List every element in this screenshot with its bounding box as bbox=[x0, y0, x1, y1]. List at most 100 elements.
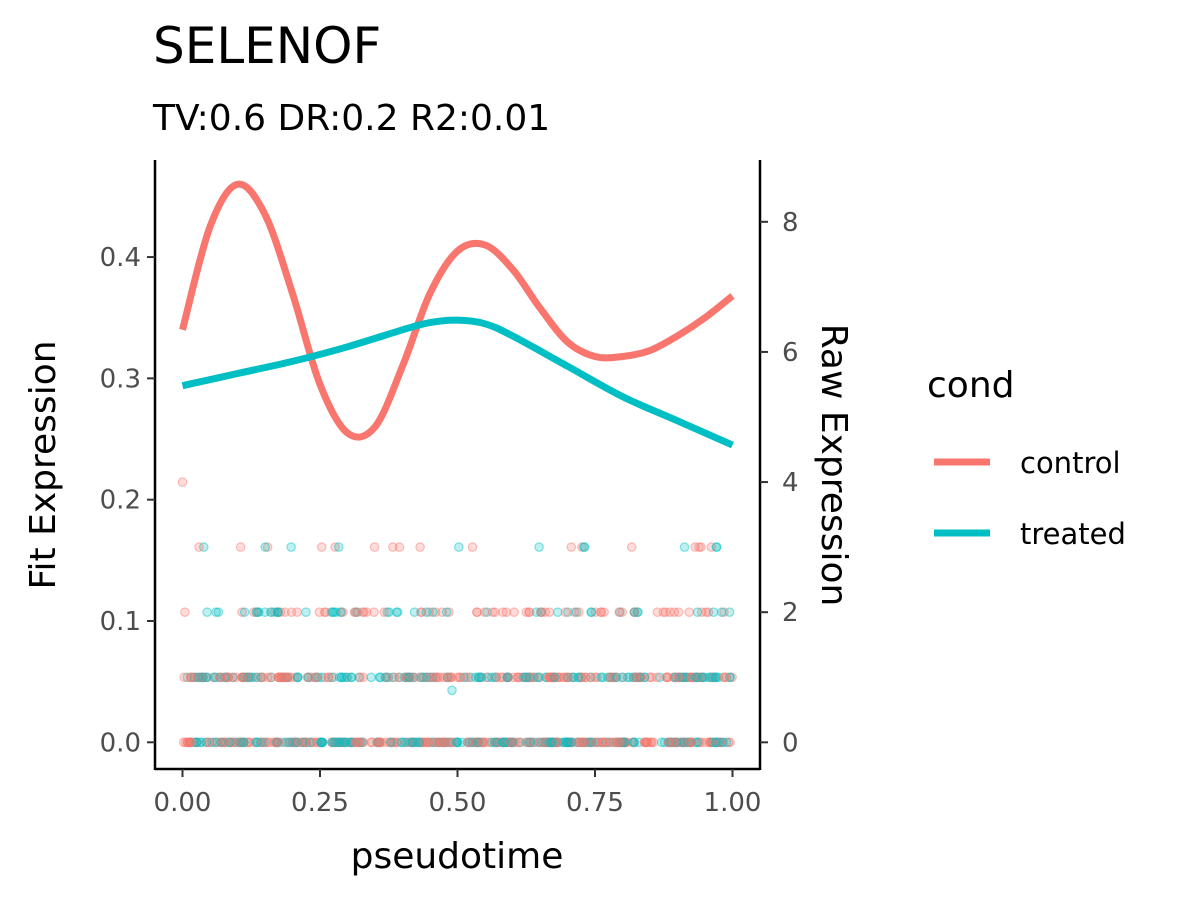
raw-point bbox=[407, 737, 418, 748]
raw-point bbox=[280, 607, 290, 617]
raw-point bbox=[432, 737, 442, 748]
raw-point bbox=[668, 672, 679, 683]
raw-point bbox=[707, 737, 717, 748]
raw-point bbox=[592, 737, 602, 748]
raw-point bbox=[620, 737, 630, 748]
raw-point bbox=[392, 737, 403, 748]
raw-point bbox=[678, 737, 688, 748]
raw-point bbox=[182, 672, 192, 683]
raw-point bbox=[673, 672, 684, 683]
raw-point bbox=[468, 737, 479, 748]
raw-point bbox=[439, 737, 450, 748]
raw-point bbox=[723, 737, 734, 748]
raw-point bbox=[711, 542, 722, 552]
raw-point bbox=[280, 737, 290, 748]
raw-point bbox=[239, 607, 250, 617]
raw-point bbox=[446, 672, 457, 683]
raw-point bbox=[692, 607, 703, 617]
raw-point bbox=[372, 737, 383, 748]
raw-point bbox=[510, 737, 520, 748]
raw-point bbox=[670, 672, 681, 683]
raw-point bbox=[596, 607, 606, 617]
raw-point bbox=[573, 672, 583, 683]
raw-point bbox=[276, 672, 287, 683]
raw-point bbox=[410, 737, 420, 748]
raw-point bbox=[506, 737, 517, 748]
raw-point bbox=[521, 737, 532, 748]
raw-point bbox=[697, 672, 708, 683]
raw-point bbox=[223, 672, 234, 683]
raw-point bbox=[421, 672, 432, 683]
raw-point bbox=[193, 672, 204, 683]
raw-point bbox=[429, 737, 440, 748]
raw-point bbox=[427, 672, 437, 683]
raw-point bbox=[285, 737, 296, 748]
raw-point bbox=[546, 737, 556, 748]
raw-point bbox=[401, 672, 411, 683]
raw-point bbox=[387, 542, 398, 552]
raw-point bbox=[670, 737, 681, 748]
raw-point bbox=[503, 672, 514, 683]
raw-point bbox=[622, 672, 633, 683]
raw-point bbox=[314, 607, 325, 617]
raw-point bbox=[391, 607, 402, 617]
raw-point bbox=[491, 672, 502, 683]
raw-point bbox=[288, 737, 299, 748]
raw-point bbox=[316, 542, 327, 552]
raw-point bbox=[226, 737, 237, 748]
raw-point bbox=[201, 672, 211, 683]
raw-point bbox=[611, 737, 622, 748]
raw-point bbox=[617, 737, 628, 748]
raw-point bbox=[532, 672, 543, 683]
raw-point bbox=[472, 737, 482, 748]
raw-point bbox=[514, 737, 525, 748]
raw-point bbox=[220, 672, 230, 683]
raw-point bbox=[335, 737, 346, 748]
raw-point bbox=[562, 672, 573, 683]
raw-point bbox=[719, 672, 730, 683]
raw-point bbox=[615, 607, 625, 617]
raw-point bbox=[211, 672, 221, 683]
raw-point bbox=[237, 672, 248, 683]
raw-point bbox=[474, 672, 485, 683]
raw-point bbox=[281, 672, 291, 683]
raw-point bbox=[407, 737, 418, 748]
raw-point bbox=[557, 737, 568, 748]
raw-point bbox=[273, 737, 284, 748]
raw-point bbox=[418, 737, 429, 748]
raw-point bbox=[329, 607, 339, 617]
raw-point bbox=[247, 672, 258, 683]
raw-point bbox=[336, 672, 347, 683]
raw-point bbox=[680, 672, 690, 683]
raw-point bbox=[659, 737, 670, 748]
raw-point bbox=[631, 672, 641, 683]
raw-point bbox=[401, 737, 411, 748]
raw-point bbox=[479, 737, 489, 748]
raw-point bbox=[587, 737, 597, 748]
y2-tick-label: 4 bbox=[782, 468, 799, 498]
raw-point bbox=[669, 607, 680, 617]
raw-point bbox=[237, 672, 247, 683]
raw-point bbox=[403, 672, 414, 683]
raw-point bbox=[531, 607, 542, 617]
raw-point bbox=[548, 672, 558, 683]
raw-point bbox=[236, 737, 247, 748]
raw-point bbox=[317, 737, 328, 748]
raw-point bbox=[278, 672, 289, 683]
raw-point bbox=[537, 737, 548, 748]
raw-point bbox=[552, 672, 563, 683]
raw-point bbox=[501, 737, 512, 748]
raw-point bbox=[508, 672, 519, 683]
raw-point bbox=[711, 672, 722, 683]
raw-point bbox=[528, 737, 539, 748]
raw-point bbox=[302, 672, 313, 683]
raw-point bbox=[690, 737, 701, 748]
raw-point bbox=[521, 672, 532, 683]
raw-point bbox=[235, 737, 246, 748]
raw-point bbox=[272, 607, 283, 617]
raw-point bbox=[600, 737, 611, 748]
raw-point bbox=[297, 737, 308, 748]
raw-point bbox=[711, 542, 722, 552]
raw-point bbox=[696, 607, 707, 617]
raw-points-layer bbox=[177, 477, 737, 748]
